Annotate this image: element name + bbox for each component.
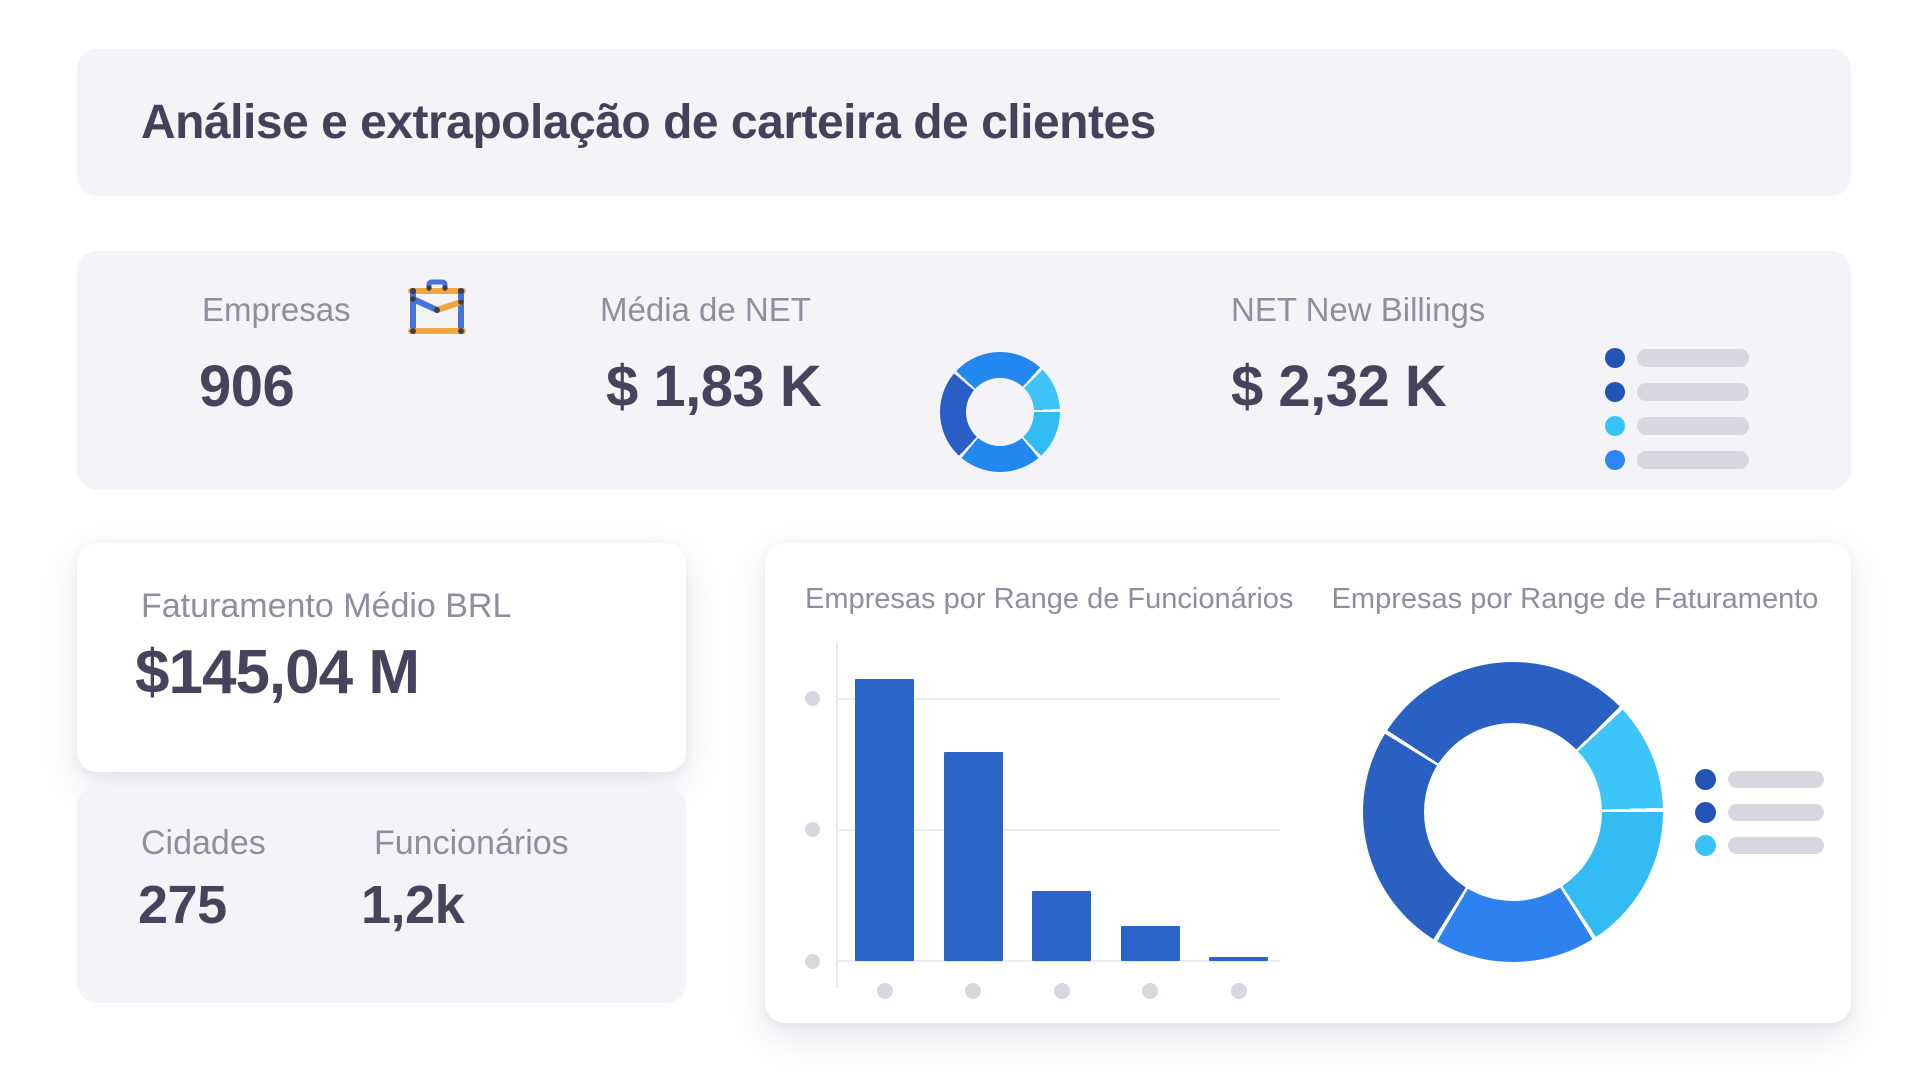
legend-row[interactable]: [1695, 802, 1824, 823]
legend-dot: [1695, 769, 1716, 790]
legend-label-bar: [1637, 383, 1749, 401]
donut-legend: [1695, 769, 1824, 856]
kpi-strip-card: Empresas 906 Média de NET $ 1,83 K NET N…: [77, 251, 1851, 490]
legend-list-icon: [1605, 348, 1749, 470]
page-title: Análise e extrapolação de carteira de cl…: [141, 96, 1156, 149]
legend-dot: [1605, 382, 1625, 402]
legend-label-bar: [1637, 349, 1749, 367]
bar[interactable]: [855, 678, 914, 961]
x-tick-dot: [1053, 983, 1070, 999]
x-tick-dot: [1230, 983, 1247, 999]
faturamento-value: $145,04 M: [135, 638, 420, 707]
legend-label-bar: [1728, 804, 1824, 821]
legend-dot: [1695, 835, 1716, 856]
cidades-funcionarios-card: Cidades 275 Funcionários 1,2k: [77, 786, 686, 1003]
charts-card: Empresas por Range de Funcionários Empre…: [765, 543, 1851, 1023]
gridline: [836, 960, 1280, 962]
cidades-value: 275: [138, 875, 227, 935]
gridline: [836, 697, 1280, 700]
bar[interactable]: [943, 752, 1003, 961]
gridline: [836, 828, 1280, 831]
y-tick-dot: [805, 822, 820, 838]
legend-dot: [1605, 348, 1625, 368]
donut-gauge-icon-hole: [966, 378, 1034, 446]
legend-dot: [1605, 450, 1625, 470]
briefcase-icon: [408, 279, 466, 334]
legend-row: [1605, 450, 1749, 470]
faturamento-label: Faturamento Médio BRL: [141, 587, 512, 625]
x-tick-dot: [965, 983, 981, 999]
donut-chart-hole: [1424, 723, 1602, 901]
legend-row[interactable]: [1695, 835, 1824, 856]
legend-label-bar: [1728, 771, 1824, 788]
bar-plot: [805, 646, 1280, 999]
y-tick-dot: [805, 953, 820, 969]
x-tick-dot: [1142, 983, 1158, 999]
kpi-media-net-value: $ 1,83 K: [606, 354, 822, 419]
funcionarios-value: 1,2k: [361, 875, 465, 935]
faturamento-card: Faturamento Médio BRL $145,04 M: [77, 543, 686, 772]
bar-chart-y-axis: [836, 643, 838, 988]
kpi-empresas-label: Empresas: [202, 291, 351, 328]
kpi-net-new-billings-value: $ 2,32 K: [1231, 354, 1447, 419]
kpi-empresas-value: 906: [199, 354, 295, 419]
legend-label-bar: [1637, 417, 1749, 435]
title-card: Análise e extrapolação de carteira de cl…: [77, 49, 1851, 196]
donut-chart[interactable]: [1363, 662, 1663, 962]
funcionarios-label: Funcionários: [374, 824, 569, 862]
legend-dot: [1695, 802, 1716, 823]
bar-chart-title: Empresas por Range de Funcionários: [805, 583, 1294, 615]
y-tick-dot: [805, 691, 820, 706]
donut-chart-title: Empresas por Range de Faturamento: [1331, 583, 1819, 615]
cidades-label: Cidades: [141, 824, 266, 862]
legend-row: [1605, 348, 1749, 368]
legend-row: [1605, 382, 1749, 402]
legend-label-bar: [1637, 451, 1749, 469]
legend-dot: [1605, 416, 1625, 436]
legend-label-bar: [1728, 837, 1824, 854]
kpi-net-new-billings-label: NET New Billings: [1231, 291, 1486, 328]
bar[interactable]: [1032, 891, 1091, 961]
bar[interactable]: [1120, 925, 1180, 961]
donut-gauge-icon: [940, 352, 1060, 472]
x-tick-dot: [876, 983, 893, 999]
bar[interactable]: [1209, 957, 1268, 961]
kpi-media-net-label: Média de NET: [600, 291, 811, 328]
legend-row[interactable]: [1695, 769, 1824, 790]
legend-row: [1605, 416, 1749, 436]
